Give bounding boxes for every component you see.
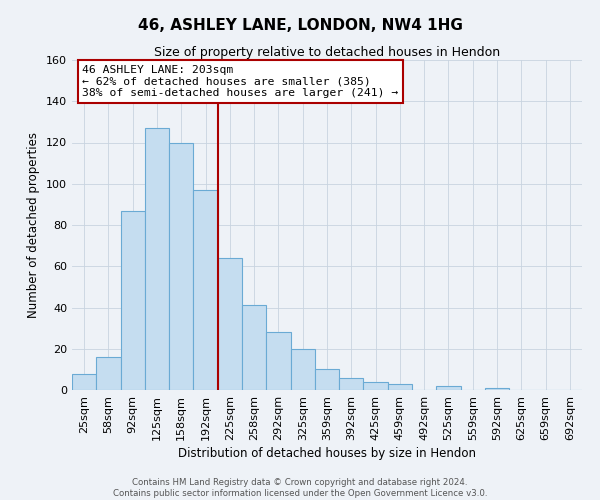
- Bar: [218, 258, 242, 390]
- Y-axis label: Number of detached properties: Number of detached properties: [28, 132, 40, 318]
- Bar: [121, 210, 145, 390]
- Bar: [96, 357, 121, 390]
- Text: Contains HM Land Registry data © Crown copyright and database right 2024.
Contai: Contains HM Land Registry data © Crown c…: [113, 478, 487, 498]
- Bar: [485, 388, 509, 390]
- Bar: [72, 374, 96, 390]
- Title: Size of property relative to detached houses in Hendon: Size of property relative to detached ho…: [154, 46, 500, 59]
- Bar: [145, 128, 169, 390]
- Text: 46, ASHLEY LANE, LONDON, NW4 1HG: 46, ASHLEY LANE, LONDON, NW4 1HG: [137, 18, 463, 32]
- Bar: [364, 382, 388, 390]
- Bar: [290, 349, 315, 390]
- Bar: [436, 386, 461, 390]
- Bar: [193, 190, 218, 390]
- Text: 46 ASHLEY LANE: 203sqm
← 62% of detached houses are smaller (385)
38% of semi-de: 46 ASHLEY LANE: 203sqm ← 62% of detached…: [82, 65, 398, 98]
- Bar: [315, 370, 339, 390]
- Bar: [242, 306, 266, 390]
- Bar: [388, 384, 412, 390]
- Bar: [339, 378, 364, 390]
- Bar: [169, 142, 193, 390]
- X-axis label: Distribution of detached houses by size in Hendon: Distribution of detached houses by size …: [178, 447, 476, 460]
- Bar: [266, 332, 290, 390]
